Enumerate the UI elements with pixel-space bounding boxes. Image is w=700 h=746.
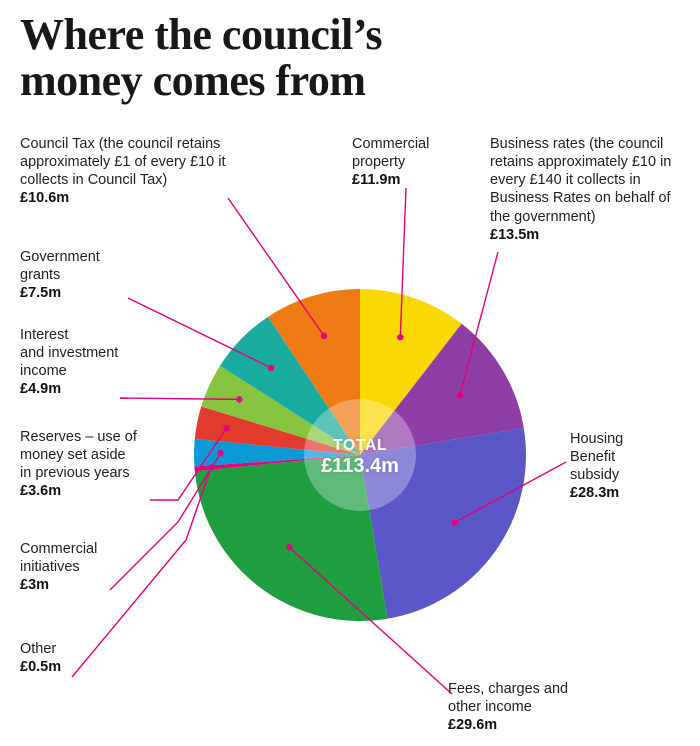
- callout-value: £29.6m: [448, 716, 638, 734]
- callout-label: Commercialproperty: [352, 135, 472, 171]
- callout-commercial_property: Commercialproperty£11.9m: [352, 135, 472, 189]
- leader-dot-fees_charges: [286, 544, 292, 550]
- callout-other: Other£0.5m: [20, 640, 170, 676]
- callout-label: Fees, charges andother income: [448, 680, 638, 716]
- callout-value: £3m: [20, 576, 170, 594]
- leader-dot-council_tax: [321, 333, 327, 339]
- leader-dot-commercial_property: [397, 334, 403, 340]
- callout-label: Business rates (the council retains appr…: [490, 135, 690, 226]
- leader-dot-interest: [236, 396, 242, 402]
- leader-dot-housing_benefit: [451, 519, 457, 525]
- callout-commercial_init: Commercialinitiatives£3m: [20, 540, 170, 594]
- callout-label: HousingBenefitsubsidy: [570, 430, 690, 484]
- callout-label: Council Tax (the council retains approxi…: [20, 135, 230, 189]
- callout-label: Other: [20, 640, 170, 658]
- callout-housing_benefit: HousingBenefitsubsidy£28.3m: [570, 430, 690, 503]
- callout-label: Governmentgrants: [20, 248, 170, 284]
- callout-interest: Interestand investmentincome£4.9m: [20, 326, 170, 399]
- leader-dot-reserves: [223, 425, 229, 431]
- callout-value: £0.5m: [20, 658, 170, 676]
- callout-gov_grants: Governmentgrants£7.5m: [20, 248, 170, 302]
- leader-dot-business_rates: [457, 392, 463, 398]
- leader-dot-other: [208, 464, 214, 470]
- callout-value: £3.6m: [20, 482, 180, 500]
- callout-value: £28.3m: [570, 484, 690, 502]
- leader-dot-gov_grants: [268, 365, 274, 371]
- callout-reserves: Reserves – use ofmoney set asidein previ…: [20, 428, 180, 501]
- callout-council_tax: Council Tax (the council retains approxi…: [20, 135, 230, 208]
- callout-value: £11.9m: [352, 171, 472, 189]
- callout-label: Commercialinitiatives: [20, 540, 170, 576]
- callout-fees_charges: Fees, charges andother income£29.6m: [448, 680, 638, 734]
- callout-label: Reserves – use ofmoney set asidein previ…: [20, 428, 180, 482]
- callout-value: £13.5m: [490, 226, 690, 244]
- callout-value: £10.6m: [20, 189, 230, 207]
- callout-label: Interestand investmentincome: [20, 326, 170, 380]
- pie-center-overlay: [304, 399, 416, 511]
- callout-business_rates: Business rates (the council retains appr…: [490, 135, 690, 244]
- leader-dot-commercial_init: [217, 450, 223, 456]
- callout-value: £4.9m: [20, 380, 170, 398]
- callout-value: £7.5m: [20, 284, 170, 302]
